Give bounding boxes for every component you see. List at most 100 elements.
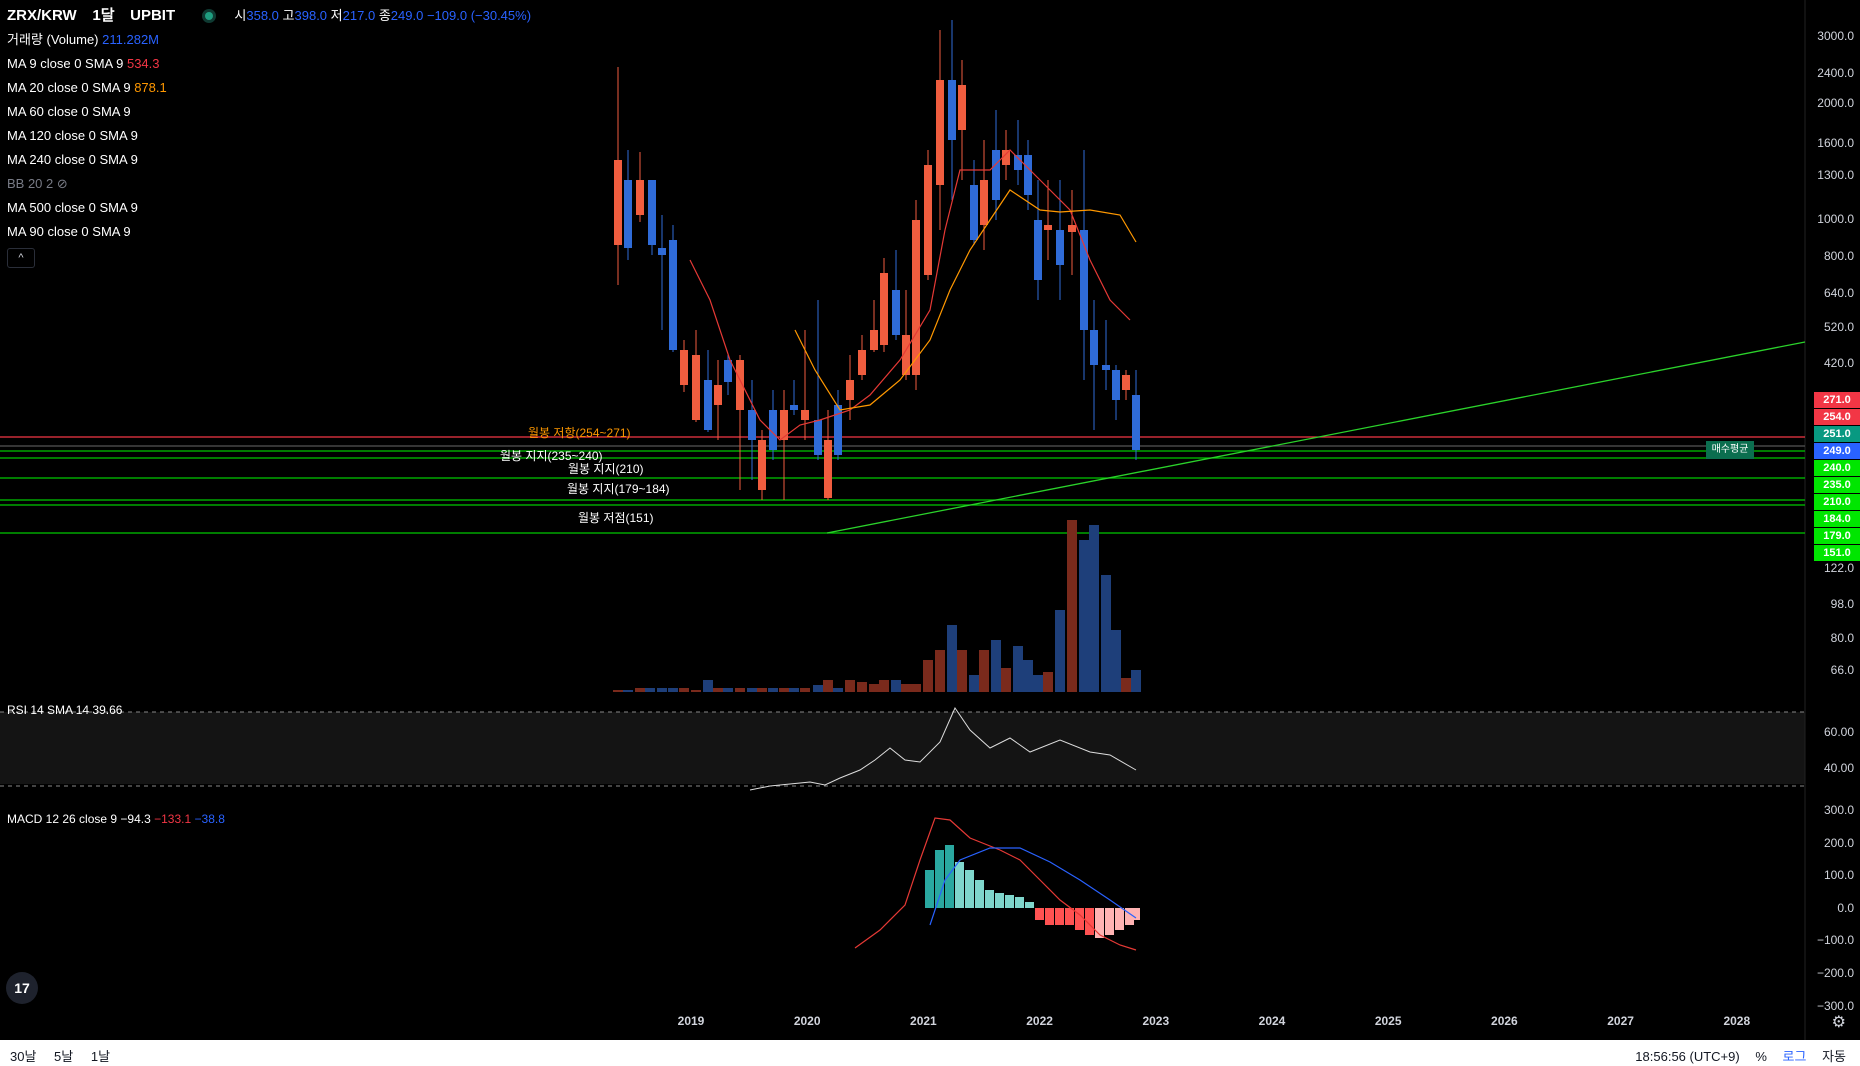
tradingview-logo-icon[interactable]: 17	[6, 972, 38, 1004]
price-axis-label: 1000.0	[1817, 212, 1854, 226]
macd-hist-bar	[995, 893, 1004, 908]
candle-body	[948, 80, 956, 140]
price-axis-label: 1300.0	[1817, 168, 1854, 182]
volume-bar	[901, 684, 911, 692]
log-toggle[interactable]: 로그	[1782, 1049, 1807, 1064]
volume-bar	[935, 650, 945, 692]
candle-body	[769, 410, 777, 450]
ma60-indicator[interactable]: MA 60 close 0 SMA 9	[7, 100, 531, 124]
time-axis-label: 2027	[1607, 1014, 1634, 1028]
candle-body	[902, 335, 910, 375]
candle-body	[1112, 370, 1120, 400]
macd-hist-bar	[1085, 908, 1094, 935]
eye-hidden-icon[interactable]: ⊘	[56, 176, 68, 191]
price-tag: 179.0	[1814, 528, 1860, 544]
exchange-label: UPBIT	[130, 7, 176, 24]
volume-bar	[645, 688, 655, 692]
volume-bar	[613, 690, 623, 692]
candle-body	[624, 180, 632, 248]
rsi-value: 39.66	[92, 703, 123, 717]
rsi-legend[interactable]: RSI 14 SMA 14 39.66	[7, 703, 122, 717]
rsi-axis-label: 60.00	[1823, 725, 1854, 739]
macd-legend[interactable]: MACD 12 26 close 9 −94.3 −133.1 −38.8	[7, 812, 225, 826]
interval-label[interactable]: 1달	[92, 7, 115, 24]
macd-hist-bar	[1095, 908, 1104, 938]
percent-toggle[interactable]: %	[1755, 1049, 1767, 1064]
ma90-indicator[interactable]: MA 90 close 0 SMA 9	[7, 220, 531, 244]
volume-bar	[789, 688, 799, 692]
volume-bar	[1131, 670, 1141, 692]
collapse-legend-button[interactable]: ^	[7, 248, 35, 268]
range-30d-button[interactable]: 30날	[10, 1049, 37, 1064]
price-chart-canvas[interactable]	[0, 0, 1860, 1040]
avg-price-box[interactable]: 매수평균	[1706, 441, 1754, 459]
clock-label[interactable]: 18:56:56 (UTC+9)	[1635, 1049, 1740, 1064]
bb-indicator[interactable]: BB 20 2 ⊘	[7, 172, 531, 196]
candle-body	[936, 80, 944, 185]
volume-bar	[1043, 672, 1053, 692]
candle-body	[669, 240, 677, 350]
ma20-indicator[interactable]: MA 20 close 0 SMA 9 878.1	[7, 76, 531, 100]
time-axis-label: 2020	[793, 1014, 821, 1028]
volume-bar	[1055, 610, 1065, 692]
rsi-axis-label: 40.00	[1823, 761, 1854, 775]
macd-signal-line	[929, 847, 1137, 926]
open-value: 358.0	[246, 8, 279, 23]
macd-hist-bar	[965, 870, 974, 908]
macd-hist-bar	[1125, 908, 1134, 925]
macd-hist-bar	[1035, 908, 1044, 920]
candle-body	[1068, 225, 1076, 232]
auto-toggle[interactable]: 자동	[1822, 1049, 1846, 1064]
time-axis-label: 2028	[1723, 1014, 1751, 1028]
macd-value: −94.3	[120, 812, 151, 826]
candle-body	[790, 405, 798, 410]
gear-icon[interactable]: ⚙	[1831, 1014, 1846, 1031]
volume-bar	[691, 690, 701, 692]
volume-indicator[interactable]: 거래량 (Volume) 211.282M	[7, 28, 531, 52]
ma120-indicator[interactable]: MA 120 close 0 SMA 9	[7, 124, 531, 148]
range-1d-button[interactable]: 1날	[90, 1049, 111, 1064]
volume-bar	[623, 690, 633, 692]
ma240-indicator[interactable]: MA 240 close 0 SMA 9	[7, 148, 531, 172]
price-axis-label: 80.0	[1830, 631, 1854, 645]
market-status-icon	[204, 12, 213, 20]
time-axis-label: 2025	[1374, 1014, 1402, 1028]
candle-body	[870, 330, 878, 350]
time-axis-label: 2026	[1491, 1014, 1518, 1028]
low-value: 217.0	[342, 8, 376, 23]
volume-bar	[735, 688, 745, 692]
ma500-label: MA 500 close 0 SMA 9	[7, 200, 138, 215]
change-value: −109.0 (−30.45%)	[426, 8, 532, 23]
ma20-value: 878.1	[134, 80, 167, 95]
candle-body	[714, 385, 722, 405]
ma240-label: MA 240 close 0 SMA 9	[7, 152, 138, 167]
price-axis-label: 520.0	[1823, 320, 1854, 334]
candle-body	[846, 380, 854, 400]
macd-hist-bar	[1025, 902, 1034, 908]
candle-body	[1090, 330, 1098, 365]
candle-body	[1102, 365, 1110, 370]
ma9-indicator[interactable]: MA 9 close 0 SMA 9 534.3	[7, 52, 531, 76]
range-5d-button[interactable]: 5날	[54, 1049, 74, 1064]
symbol-title[interactable]: ZRX/KRW	[7, 7, 77, 24]
macd-hist-bar	[975, 880, 984, 908]
volume-bar	[869, 684, 879, 692]
time-axis-label: 2021	[910, 1014, 937, 1028]
rsi-band	[0, 712, 1805, 784]
candle-body	[1132, 395, 1140, 450]
candle-body	[1044, 225, 1052, 230]
price-axis-label: 2400.0	[1817, 66, 1854, 80]
volume-bar	[1101, 575, 1111, 692]
macd-hist-bar	[1075, 908, 1084, 930]
bottom-toolbar: 30날 5날 1날 18:56:56 (UTC+9) % 로그 자동	[0, 1040, 1860, 1066]
candle-body	[801, 410, 809, 420]
candle-body	[1034, 220, 1042, 280]
price-axis-label: 1600.0	[1817, 136, 1854, 150]
candle-body	[858, 350, 866, 375]
volume-bar	[957, 650, 967, 692]
volume-bar	[1033, 675, 1043, 692]
macd-hist-bar	[985, 890, 994, 908]
ma500-indicator[interactable]: MA 500 close 0 SMA 9	[7, 196, 531, 220]
candle-body	[636, 180, 644, 215]
price-axis-label: 420.0	[1823, 356, 1854, 370]
